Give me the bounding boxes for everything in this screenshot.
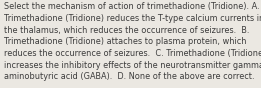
Text: Select the mechanism of action of trimethadione (Tridione). A.
Trimethadione (Tr: Select the mechanism of action of trimet…	[4, 2, 261, 81]
